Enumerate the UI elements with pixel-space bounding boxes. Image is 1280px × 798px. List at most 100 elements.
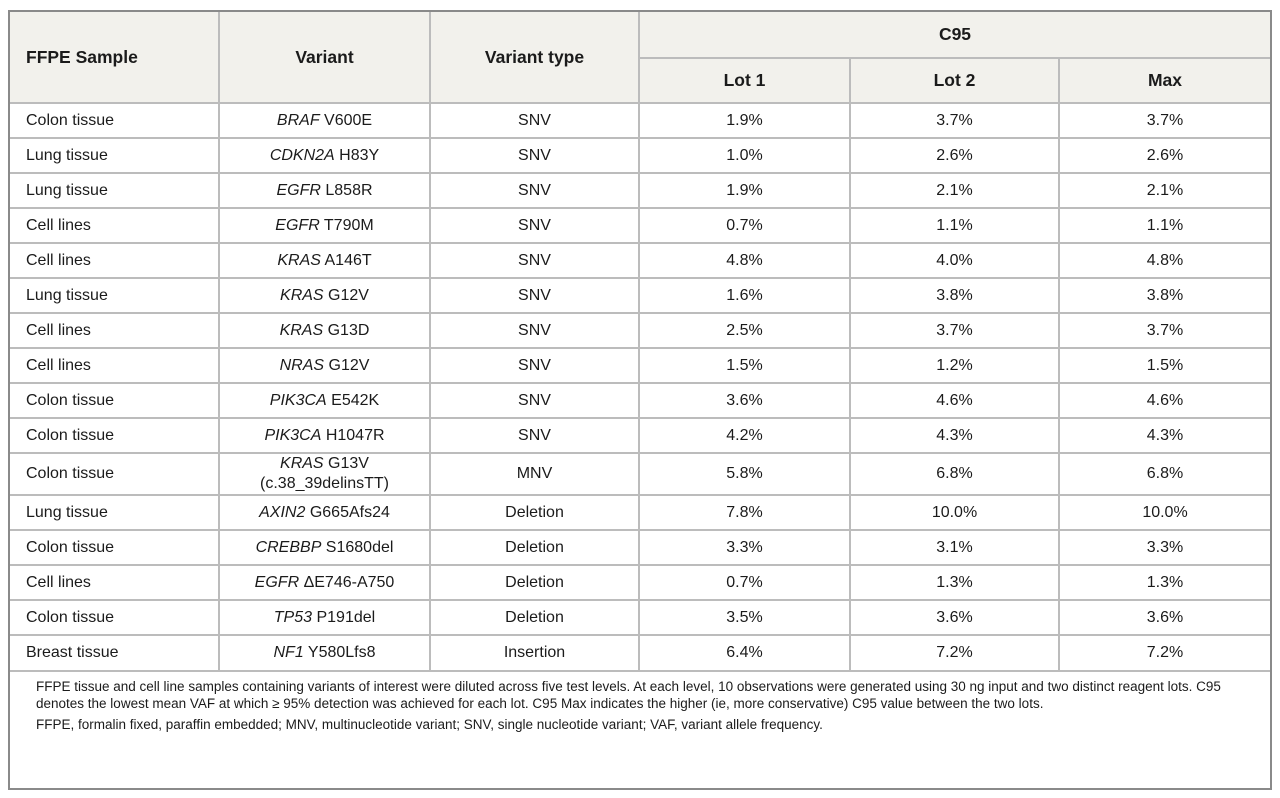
footnotes: FFPE tissue and cell line samples contai… — [10, 670, 1270, 788]
cell-variant-type: SNV — [429, 312, 640, 349]
cell-lot2: 3.8% — [849, 277, 1060, 314]
cell-variant-type: Deletion — [429, 599, 640, 636]
cell-variant-type: Deletion — [429, 494, 640, 531]
cell-variant: AXIN2 G665Afs24 — [218, 494, 431, 531]
cell-variant-type: SNV — [429, 137, 640, 174]
cell-sample: Lung tissue — [10, 277, 220, 314]
cell-max: 3.7% — [1058, 102, 1270, 139]
cell-lot1: 1.9% — [638, 102, 851, 139]
cell-variant-type: SNV — [429, 172, 640, 209]
cell-max: 3.6% — [1058, 599, 1270, 636]
cell-max: 7.2% — [1058, 634, 1270, 670]
cell-sample: Lung tissue — [10, 172, 220, 209]
header-row-lots: Lot 1 Lot 2 Max — [10, 57, 1270, 104]
table-header: FFPE Sample Variant Variant type C95 Lot… — [10, 12, 1270, 104]
cell-variant: CDKN2A H83Y — [218, 137, 431, 174]
cell-max: 4.6% — [1058, 382, 1270, 419]
cell-max: 4.3% — [1058, 417, 1270, 454]
cell-max: 3.7% — [1058, 312, 1270, 349]
cell-lot1: 1.5% — [638, 347, 851, 384]
cell-variant: BRAF V600E — [218, 102, 431, 139]
cell-sample: Colon tissue — [10, 417, 220, 454]
header-variant: Variant — [218, 12, 431, 104]
cell-lot2: 3.6% — [849, 599, 1060, 636]
cell-variant-type: SNV — [429, 347, 640, 384]
cell-sample: Colon tissue — [10, 599, 220, 636]
cell-variant: KRAS G12V — [218, 277, 431, 314]
cell-sample: Colon tissue — [10, 382, 220, 419]
cell-lot2: 3.1% — [849, 529, 1060, 566]
cell-variant-type: Insertion — [429, 634, 640, 670]
cell-max: 1.3% — [1058, 564, 1270, 601]
cell-max: 10.0% — [1058, 494, 1270, 531]
table-row: Colon tissue TP53 P191del Deletion 3.5% 3.6%… — [10, 599, 1270, 636]
cell-lot1: 0.7% — [638, 564, 851, 601]
cell-variant: PIK3CA E542K — [218, 382, 431, 419]
table-row: Colon tissue CREBBP S1680del Deletion 3.3% 3… — [10, 529, 1270, 566]
cell-lot2: 1.2% — [849, 347, 1060, 384]
table-body: Colon tissue BRAF V600E SNV 1.9% 3.7% 3.7% Lun… — [10, 102, 1270, 670]
cell-lot1: 5.8% — [638, 452, 851, 496]
cell-variant: PIK3CA H1047R — [218, 417, 431, 454]
table-row: Colon tissue PIK3CA H1047R SNV 4.2% 4.3% 4.3% — [10, 417, 1270, 454]
cell-sample: Colon tissue — [10, 529, 220, 566]
table-row: Lung tissue EGFR L858R SNV 1.9% 2.1% 2.1% — [10, 172, 1270, 209]
cell-lot2: 1.1% — [849, 207, 1060, 244]
cell-max: 6.8% — [1058, 452, 1270, 496]
cell-variant-type: MNV — [429, 452, 640, 496]
cell-sample: Colon tissue — [10, 102, 220, 139]
table-frame: FFPE Sample Variant Variant type C95 Lot… — [8, 10, 1272, 790]
cell-max: 3.8% — [1058, 277, 1270, 314]
footnote-abbreviations: FFPE, formalin fixed, paraffin embedded;… — [36, 717, 823, 732]
cell-lot2: 4.3% — [849, 417, 1060, 454]
cell-variant: KRAS G13V (c.38_39delinsTT) — [218, 452, 431, 496]
cell-lot2: 2.6% — [849, 137, 1060, 174]
cell-variant: EGFR L858R — [218, 172, 431, 209]
footnote-methods: FFPE tissue and cell line samples contai… — [36, 679, 1221, 711]
table-row: Breast tissue NF1 Y580Lfs8 Insertion 6.4% 7.… — [10, 634, 1270, 670]
table-row: Colon tissue KRAS G13V (c.38_39delinsTT) MN… — [10, 452, 1270, 496]
cell-lot2: 1.3% — [849, 564, 1060, 601]
cell-variant-type: SNV — [429, 242, 640, 279]
cell-lot1: 1.0% — [638, 137, 851, 174]
cell-sample: Breast tissue — [10, 634, 220, 670]
cell-variant-type: SNV — [429, 417, 640, 454]
cell-max: 3.3% — [1058, 529, 1270, 566]
cell-variant: EGFR ΔE746-A750 — [218, 564, 431, 601]
table-row: Lung tissue KRAS G12V SNV 1.6% 3.8% 3.8% — [10, 277, 1270, 314]
cell-lot1: 3.6% — [638, 382, 851, 419]
table-row: Cell lines EGFR ΔE746-A750 Deletion 0.7% 1.3… — [10, 564, 1270, 601]
cell-lot2: 3.7% — [849, 102, 1060, 139]
cell-lot1: 3.3% — [638, 529, 851, 566]
cell-variant: NRAS G12V — [218, 347, 431, 384]
table-row: Cell lines EGFR T790M SNV 0.7% 1.1% 1.1% — [10, 207, 1270, 244]
cell-sample: Cell lines — [10, 347, 220, 384]
cell-lot2: 7.2% — [849, 634, 1060, 670]
header-lot2: Lot 2 — [849, 57, 1060, 104]
cell-variant: EGFR T790M — [218, 207, 431, 244]
table-row: Colon tissue PIK3CA E542K SNV 3.6% 4.6% 4.6% — [10, 382, 1270, 419]
cell-lot1: 0.7% — [638, 207, 851, 244]
cell-sample: Lung tissue — [10, 137, 220, 174]
cell-variant-type: SNV — [429, 277, 640, 314]
cell-lot2: 6.8% — [849, 452, 1060, 496]
c95-table: FFPE Sample Variant Variant type C95 Lot… — [10, 12, 1270, 670]
cell-lot2: 4.0% — [849, 242, 1060, 279]
cell-lot1: 4.2% — [638, 417, 851, 454]
cell-variant: CREBBP S1680del — [218, 529, 431, 566]
cell-lot1: 3.5% — [638, 599, 851, 636]
cell-max: 2.6% — [1058, 137, 1270, 174]
cell-lot1: 2.5% — [638, 312, 851, 349]
cell-lot1: 7.8% — [638, 494, 851, 531]
cell-sample: Cell lines — [10, 242, 220, 279]
cell-lot1: 1.9% — [638, 172, 851, 209]
cell-max: 1.1% — [1058, 207, 1270, 244]
cell-variant-type: SNV — [429, 382, 640, 419]
table-row: Colon tissue BRAF V600E SNV 1.9% 3.7% 3.7% — [10, 102, 1270, 139]
cell-lot2: 10.0% — [849, 494, 1060, 531]
header-max: Max — [1058, 57, 1270, 104]
header-lot1: Lot 1 — [639, 57, 851, 104]
cell-sample: Cell lines — [10, 207, 220, 244]
cell-variant: NF1 Y580Lfs8 — [218, 634, 431, 670]
